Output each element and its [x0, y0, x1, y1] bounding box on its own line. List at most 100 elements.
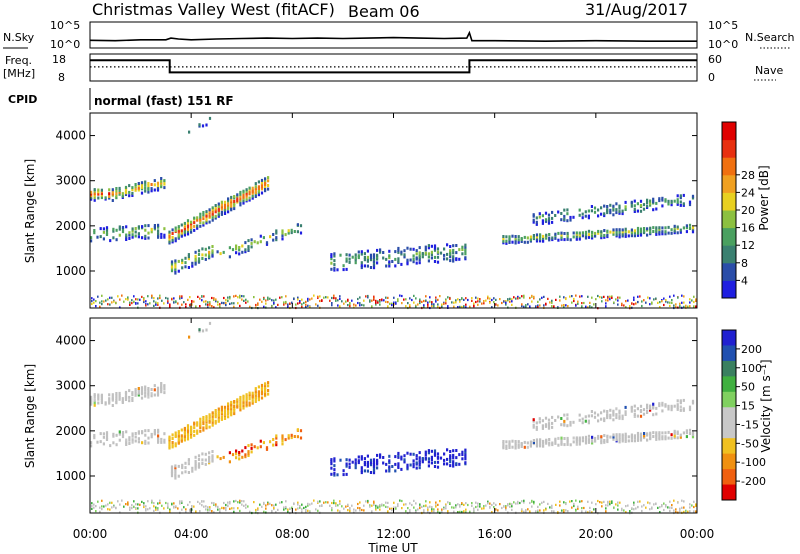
power-cell	[157, 297, 159, 300]
velocity-cell	[421, 457, 424, 460]
power-cell	[521, 304, 523, 308]
velocity-cell	[360, 455, 363, 459]
velocity-cell	[325, 501, 327, 504]
power-cell	[517, 240, 520, 244]
power-cell	[385, 300, 387, 303]
power-cell	[113, 300, 115, 303]
colorbar-tick-label: 50	[741, 381, 755, 394]
velocity-cell	[624, 432, 627, 436]
power-cell	[91, 302, 93, 305]
power-cell	[391, 260, 394, 263]
velocity-cell	[157, 507, 159, 510]
power-cell	[217, 213, 220, 217]
velocity-cell	[633, 404, 636, 408]
velocity-cell	[102, 442, 105, 446]
velocity-cell	[217, 407, 220, 411]
power-cell	[529, 238, 532, 242]
velocity-cell	[143, 504, 145, 507]
power-cell	[170, 260, 174, 264]
power-cell	[333, 266, 336, 270]
power-cell	[204, 253, 207, 257]
velocity-cell	[612, 418, 615, 422]
power-cell	[90, 236, 93, 240]
velocity-cell	[667, 430, 670, 434]
velocity-cell	[563, 511, 565, 514]
power-cell	[419, 298, 421, 301]
velocity-cell	[394, 462, 397, 466]
velocity-cell	[345, 505, 347, 508]
power-cell	[93, 298, 95, 301]
power-cell	[247, 249, 250, 252]
power-cell	[633, 229, 636, 233]
power-cell	[397, 298, 399, 301]
velocity-cell	[667, 436, 670, 440]
velocity-cell	[663, 502, 665, 505]
power-cell	[537, 300, 539, 303]
velocity-cell	[211, 414, 214, 418]
velocity-cell	[157, 508, 159, 511]
power-cell	[381, 298, 383, 301]
power-cell	[230, 206, 233, 210]
power-cell	[467, 298, 469, 302]
power-cell	[354, 258, 357, 262]
velocity-cell	[134, 393, 137, 397]
velocity-cell	[387, 506, 389, 509]
velocity-cell	[333, 464, 336, 468]
velocity-cell	[260, 396, 264, 400]
power-cell	[157, 225, 160, 229]
power-cell	[367, 296, 369, 299]
velocity-cell	[160, 384, 163, 388]
velocity-cell	[502, 442, 505, 446]
noise-right-tick-top: 10^5	[708, 19, 738, 32]
power-cell	[525, 305, 527, 308]
velocity-cell	[281, 442, 284, 446]
velocity-cell	[584, 437, 588, 441]
velocity-cell	[111, 393, 114, 397]
power-cell	[124, 193, 128, 196]
power-cell	[330, 253, 333, 257]
velocity-cell	[421, 505, 423, 508]
power-cell	[560, 236, 563, 240]
velocity-cell	[241, 455, 244, 459]
velocity-cell	[405, 503, 407, 506]
power-cell	[217, 202, 220, 206]
power-cell	[177, 227, 180, 231]
power-cell	[95, 305, 97, 308]
velocity-cell	[297, 501, 299, 504]
velocity-cell	[317, 500, 319, 503]
velocity-cell	[676, 399, 679, 403]
velocity-cell	[563, 501, 565, 504]
power-cell	[581, 212, 584, 216]
power-cell	[371, 305, 373, 308]
power-cell	[637, 300, 639, 304]
velocity-cell	[153, 430, 156, 434]
velocity-cell	[121, 397, 124, 401]
colorbar-segment	[722, 345, 736, 362]
velocity-cell	[209, 507, 211, 511]
power-cell	[609, 208, 612, 212]
power-cell	[242, 201, 245, 205]
power-cell	[137, 232, 140, 236]
velocity-cell	[243, 500, 245, 503]
power-cell	[204, 247, 207, 251]
velocity-cell	[131, 438, 134, 442]
velocity-cell	[591, 441, 594, 445]
power-cell	[597, 208, 600, 212]
velocity-cell	[117, 500, 119, 503]
velocity-cell	[406, 463, 409, 467]
power-cell	[186, 228, 190, 231]
velocity-cell	[583, 506, 585, 510]
velocity-cell	[571, 500, 573, 503]
power-cell	[134, 227, 137, 230]
velocity-cell	[97, 395, 100, 399]
power-cell	[257, 303, 259, 306]
power-cell	[229, 302, 231, 305]
power-cell	[111, 301, 113, 304]
velocity-cell	[397, 462, 400, 466]
power-cell	[194, 262, 197, 266]
velocity-cell	[357, 506, 359, 510]
colorbar-segment	[722, 330, 736, 346]
power-cell	[216, 250, 219, 254]
velocity-cell	[369, 471, 373, 474]
